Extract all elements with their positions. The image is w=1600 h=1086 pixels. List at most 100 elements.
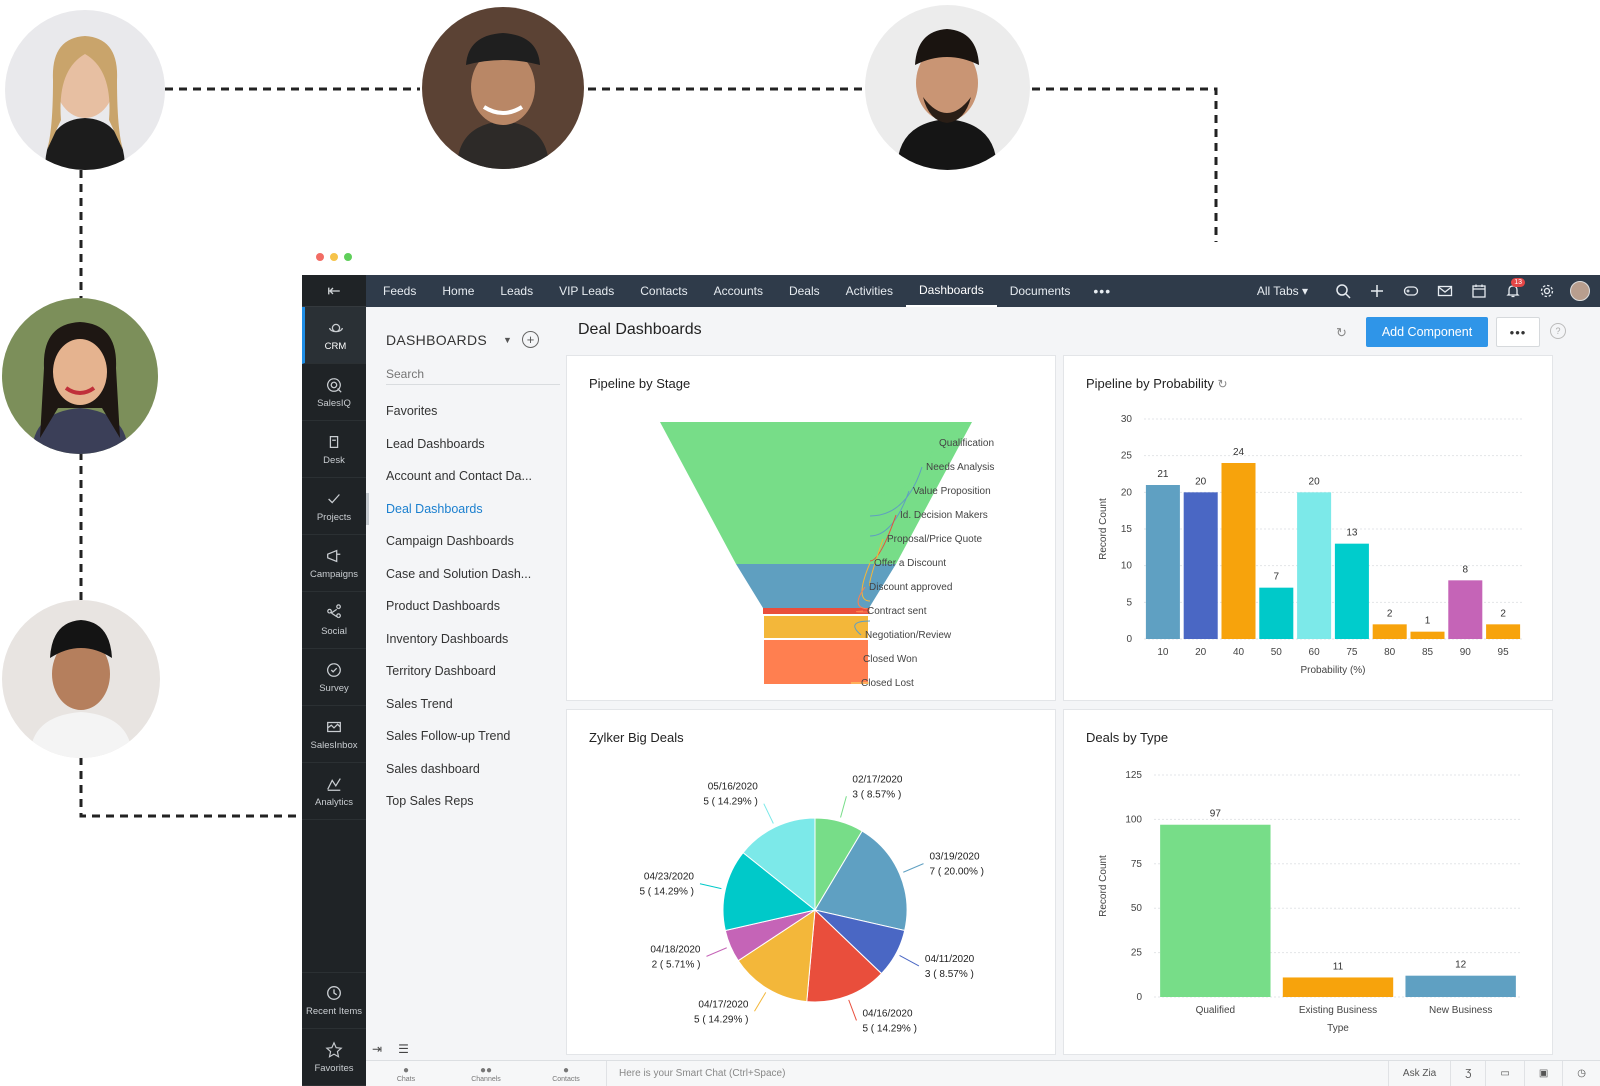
dashboard-list-item[interactable]: Sales Follow-up Trend (386, 729, 511, 744)
all-tabs-dropdown[interactable]: All Tabs ▾ (1256, 284, 1308, 298)
rail-item-crm[interactable]: CRM (302, 307, 366, 364)
rail-item-analytics[interactable]: Analytics (302, 763, 366, 820)
funnel-stage-label: Qualification (939, 438, 994, 449)
tab-vip-leads[interactable]: VIP Leads (559, 284, 615, 298)
rail-item-salesiq[interactable]: SalesIQ (302, 364, 366, 421)
dashboard-list-item[interactable]: Inventory Dashboards (386, 631, 509, 646)
rail-item-salesinbox[interactable]: SalesInbox (302, 706, 366, 763)
bar (1372, 624, 1407, 639)
chats-button[interactable]: ● Chats (366, 1065, 446, 1083)
notes-icon[interactable]: ▭ (1485, 1061, 1523, 1086)
help-icon[interactable]: ? (1550, 323, 1566, 339)
create-button[interactable] (1360, 275, 1394, 307)
dashboard-list-item[interactable]: Deal Dashboards (366, 492, 566, 525)
gear-icon (1540, 284, 1554, 298)
dashboard-list-item[interactable]: Territory Dashboard (386, 664, 496, 679)
pie-leader-line (903, 863, 924, 873)
notifications-button[interactable]: 13 (1496, 275, 1530, 307)
dashboard-list-item[interactable]: Campaign Dashboards (386, 534, 514, 549)
bar (1160, 824, 1271, 997)
funnel-leader-line (857, 586, 871, 610)
add-dashboard-icon[interactable]: + (522, 331, 540, 348)
list-settings-icon[interactable]: ☰ (398, 1042, 409, 1056)
rail-item-projects[interactable]: Projects (302, 478, 366, 535)
y-axis-label: Record Count (1098, 498, 1109, 560)
mail-button[interactable] (1428, 275, 1462, 307)
window-minimize-dot[interactable] (330, 253, 338, 261)
pie-slice (742, 817, 816, 912)
bar-value-label: 2 (1387, 608, 1393, 619)
funnel-leader-line (869, 466, 923, 517)
rail-item-label: Campaigns (309, 568, 359, 580)
refresh-icon[interactable]: ↻ (1336, 325, 1347, 340)
calendar-button[interactable] (1462, 275, 1496, 307)
bar (1221, 463, 1256, 639)
bar (1183, 492, 1218, 639)
pipeline-by-probability-title-text: Pipeline by Probability (1086, 376, 1214, 391)
alarm-icon[interactable]: ◷ (1562, 1061, 1600, 1086)
dashboard-list-item[interactable]: Case and Solution Dash... (386, 566, 532, 581)
tab-contacts[interactable]: Contacts (640, 284, 688, 298)
tab-feeds[interactable]: Feeds (383, 284, 417, 298)
rail-item-survey[interactable]: Survey (302, 649, 366, 706)
favorites-label: Favorites (314, 1062, 354, 1074)
dashboard-search-input[interactable] (386, 363, 560, 385)
favorites-button[interactable]: Favorites (302, 1029, 366, 1086)
collapse-menu-icon[interactable]: ⇤ (302, 275, 366, 307)
gamescope-button[interactable] (1394, 275, 1428, 307)
more-options-button[interactable]: ••• (1496, 317, 1540, 347)
chart-refresh-icon[interactable]: ↻ (1217, 377, 1228, 391)
dashboard-list-item[interactable]: Favorites (386, 404, 438, 419)
more-tabs-button[interactable]: ••• (1093, 283, 1112, 299)
ask-zia-button[interactable]: Ask Zia (1387, 1061, 1450, 1086)
dashboard-list-item[interactable]: Account and Contact Da... (386, 469, 532, 484)
collapse-panel-icon[interactable]: ⇥ (372, 1042, 383, 1056)
tab-activities[interactable]: Activities (845, 284, 893, 298)
plus-icon (1371, 285, 1383, 297)
screen-share-icon[interactable]: ▣ (1523, 1061, 1562, 1086)
search-button[interactable] (1326, 275, 1360, 307)
add-component-button[interactable]: Add Component (1366, 317, 1488, 347)
chevron-down-icon[interactable]: ▼ (503, 334, 513, 345)
dashboard-list-item[interactable]: Product Dashboards (386, 599, 500, 614)
funnel-segment (764, 616, 868, 638)
tab-deals[interactable]: Deals (788, 284, 820, 298)
rail-item-label: SalesIQ (317, 397, 351, 409)
x-tick-label: 40 (1233, 647, 1245, 658)
rail-item-desk[interactable]: Desk (302, 421, 366, 478)
bar-value-label: 97 (1210, 809, 1222, 820)
dashboard-list-item[interactable]: Top Sales Reps (386, 794, 474, 809)
contacts-button[interactable]: ● Contacts (526, 1065, 606, 1083)
dashboard-list-item[interactable]: Sales dashboard (386, 761, 480, 776)
dashboard-list-item[interactable]: Sales Trend (386, 696, 453, 711)
deals-by-type-title: Deals by Type (1086, 730, 1169, 745)
dashboard-list-item[interactable]: Lead Dashboards (386, 436, 485, 451)
gamepad-icon (1403, 286, 1419, 296)
rail-item-campaigns[interactable]: Campaigns (302, 535, 366, 592)
tab-dashboards[interactable]: Dashboards (905, 275, 997, 307)
desk-icon (329, 435, 339, 448)
window-maximize-dot[interactable] (344, 253, 352, 261)
smart-chat-input[interactable]: Here is your Smart Chat (Ctrl+Space) (606, 1061, 1388, 1086)
star-icon (325, 1040, 343, 1058)
recent-items-button[interactable]: Recent Items (302, 972, 366, 1029)
y-tick-label: 0 (1126, 634, 1132, 645)
window-close-dot[interactable] (316, 253, 324, 261)
channels-button[interactable]: ●● Channels (446, 1065, 526, 1083)
tab-documents[interactable]: Documents (1009, 284, 1071, 298)
zia-icon[interactable]: Ʒ (1450, 1061, 1485, 1086)
smart-chat-bar: ● Chats ●● Channels ● Contacts Here is your… (366, 1060, 1600, 1086)
pie-date-label: 04/16/2020 (862, 1008, 912, 1019)
settings-button[interactable] (1530, 275, 1564, 307)
bar-value-label: 20 (1309, 476, 1321, 487)
rail-item-social[interactable]: Social (302, 592, 366, 649)
deals-by-type-card: Deals by Type 0 25 50 75 100 125 97 Qualified 11… (1063, 709, 1553, 1055)
user-avatar[interactable] (1570, 281, 1590, 301)
campaigns-icon (327, 549, 341, 562)
page-title: Deal Dashboards (578, 321, 702, 338)
tab-home[interactable]: Home (442, 284, 475, 298)
tab-accounts[interactable]: Accounts (713, 284, 763, 298)
y-tick-label: 0 (1136, 992, 1142, 1003)
tab-leads[interactable]: Leads (500, 284, 534, 298)
